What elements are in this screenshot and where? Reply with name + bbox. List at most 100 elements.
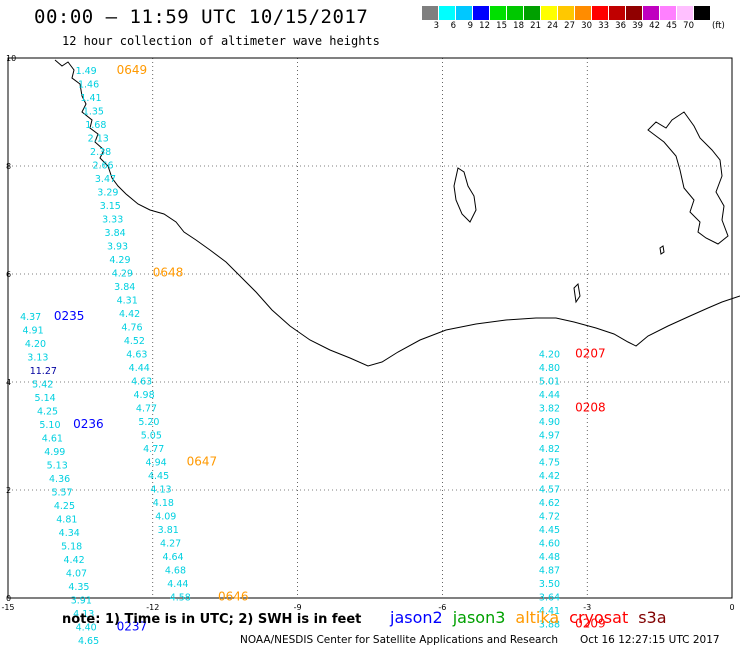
wave-height-value: 4.40 [76, 622, 97, 633]
legend-item-s3a: s3a [638, 608, 667, 627]
wave-height-value: 3.81 [158, 525, 179, 536]
footer-generated-time: Oct 16 12:27:15 UTC 2017 [580, 634, 720, 646]
pass-time-labels: 0649 0648 0647 0646 0235 0236 0237 0207 0208 0209 [54, 63, 606, 633]
legend-item-cryosat: cryosat [569, 608, 629, 627]
wave-height-value: 4.20 [539, 350, 560, 361]
wave-height-value: 4.68 [165, 566, 186, 577]
wave-height-value: 4.82 [539, 444, 560, 455]
color-swatch [541, 6, 558, 20]
color-swatch [473, 6, 490, 20]
wave-height-value: 5.14 [35, 393, 56, 404]
wave-height-value: 5.13 [47, 460, 68, 471]
wave-height-value: 2.38 [90, 147, 111, 158]
legend-item-altika: altika [515, 608, 560, 627]
color-scale-label: 15 [496, 21, 507, 31]
wave-height-value: 1.35 [83, 107, 104, 118]
color-swatch [592, 6, 609, 20]
wave-height-value: 4.77 [136, 404, 157, 415]
lat-lon-grid [7, 57, 733, 599]
wave-height-value: 3.33 [102, 215, 123, 226]
color-swatch [456, 6, 473, 20]
lat-tick-label: 4 [6, 378, 11, 387]
wave-height-value: 3.84 [114, 282, 135, 293]
wave-height-value: 4.64 [162, 552, 183, 563]
color-scale-label: 33 [598, 21, 609, 31]
wave-height-values: 1.49 1.46 1.41 1.35 1.68 2.13 2.38 2.66 3.47 3.29… [20, 66, 560, 650]
map-title: 00:00 – 11:59 UTC 10/15/2017 [34, 6, 369, 28]
wave-height-value: 4.09 [155, 512, 176, 523]
lat-tick-label: 8 [6, 162, 11, 171]
color-swatch [439, 6, 456, 20]
color-swatch [490, 6, 507, 20]
wave-height-value: 4.07 [66, 568, 87, 579]
small-island-1 [573, 282, 581, 304]
lat-tick-label: 2 [6, 486, 11, 495]
wave-height-value: 1.46 [78, 80, 99, 91]
pass-time-label: 0209 [575, 617, 606, 631]
wave-height-value: 5.01 [539, 377, 560, 388]
wave-height-value: 4.76 [121, 323, 142, 334]
color-scale-label: 3 [433, 21, 439, 31]
wave-height-value: 4.13 [150, 485, 171, 496]
wave-height-value: 3.91 [71, 595, 92, 606]
wave-height-value: 4.91 [22, 325, 43, 336]
pass-time-label: 0208 [575, 401, 606, 415]
wave-height-value: 3.64 [539, 593, 560, 604]
color-swatch [524, 6, 541, 20]
lake-volta-shore [647, 111, 729, 245]
wave-height-value: 4.65 [78, 636, 99, 647]
wave-height-value: 4.18 [153, 498, 174, 509]
wave-height-value: 4.63 [131, 377, 152, 388]
lat-tick-label: 6 [6, 270, 11, 279]
wave-height-value: 4.42 [539, 471, 560, 482]
wave-height-value: 5.05 [141, 431, 162, 442]
wave-height-value: 4.42 [64, 555, 85, 566]
wave-height-value: 1.41 [80, 93, 101, 104]
color-scale-bar [422, 6, 711, 20]
color-scale-label: 24 [547, 21, 558, 31]
units-note: note: 1) Time is in UTC; 2) SWH is in fe… [62, 612, 362, 627]
wave-height-value: 4.60 [539, 539, 560, 550]
wave-height-value: 4.90 [539, 417, 560, 428]
color-swatch [575, 6, 592, 20]
color-scale-label: 39 [632, 21, 643, 31]
wave-height-value: 4.25 [37, 406, 58, 417]
lon-tick-label: -15 [1, 603, 14, 612]
wave-height-value: 4.48 [539, 552, 560, 563]
wave-height-value: 4.20 [25, 339, 46, 350]
axis-tick-labels: -15 -12 -9 -6 -3 0 0 2 4 6 8 10 [1, 54, 734, 612]
wave-height-value: 4.34 [59, 528, 80, 539]
wave-height-value: 4.36 [49, 474, 70, 485]
wave-height-value: 3.88 [539, 620, 560, 631]
color-scale-label: 36 [615, 21, 626, 31]
color-scale-label: 42 [649, 21, 660, 31]
legend-item-jason2: jason2 [390, 608, 443, 627]
wave-height-value: 5.57 [51, 487, 72, 498]
color-scale-label: 30 [581, 21, 592, 31]
wave-height-value: 3.29 [97, 188, 118, 199]
wave-height-value: 4.72 [539, 512, 560, 523]
color-scale-unit: (ft) [712, 21, 725, 31]
color-swatch [694, 6, 711, 20]
color-scale-label: 18 [513, 21, 524, 31]
pass-time-label: 0648 [153, 266, 184, 280]
satellite-legend: jason2 jason3 altika cryosat s3a [390, 608, 677, 627]
small-island-2 [659, 245, 665, 255]
wave-height-value: 4.80 [539, 363, 560, 374]
wave-height-value: 2.66 [92, 161, 113, 172]
color-swatch [507, 6, 524, 20]
wave-height-value: 4.29 [109, 255, 130, 266]
wave-height-value: 3.93 [107, 242, 128, 253]
wave-height-value: 4.45 [539, 525, 560, 536]
wave-height-value: 4.44 [539, 390, 560, 401]
wave-height-value: 4.44 [167, 579, 188, 590]
color-swatch [558, 6, 575, 20]
wave-height-value: 4.81 [56, 514, 77, 525]
wave-height-value: 4.77 [143, 444, 164, 455]
footer-credit: NOAA/NESDIS Center for Satellite Applica… [240, 634, 558, 646]
wave-height-value: 3.47 [95, 174, 116, 185]
wave-height-value: 4.13 [73, 609, 94, 620]
color-scale-label: 70 [683, 21, 694, 31]
